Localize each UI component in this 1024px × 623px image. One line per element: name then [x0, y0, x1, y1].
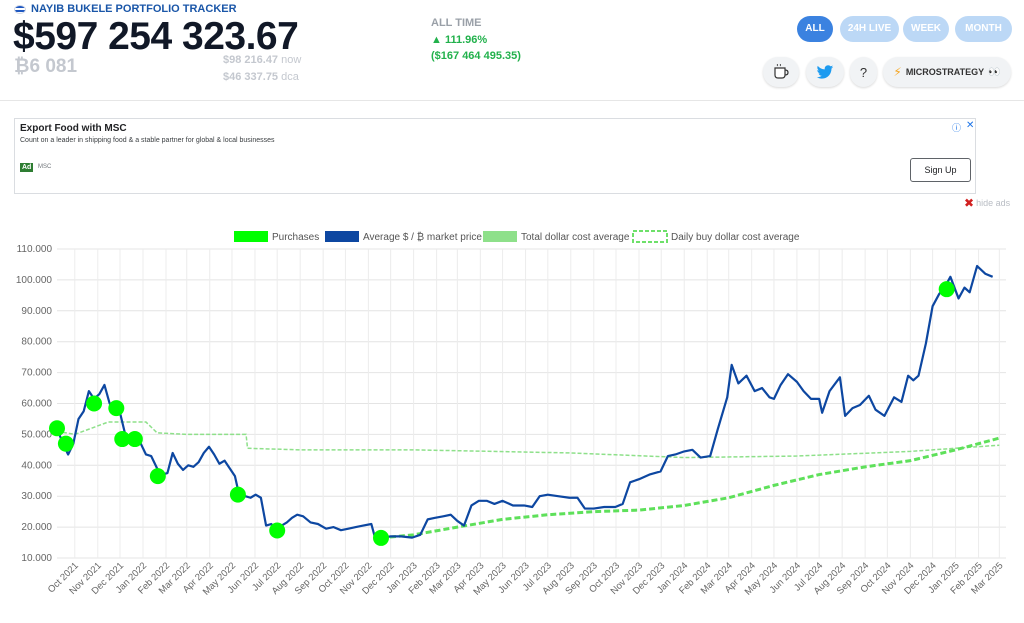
- price-chart: 10.000 20.000 30.000 40.000 50.000 60.000 70.0…: [16, 230, 1006, 598]
- twitter-button[interactable]: [806, 57, 844, 87]
- y-tick-label: 20.000: [21, 522, 52, 533]
- range-all-button[interactable]: ALL: [797, 16, 833, 42]
- ad-badge: Ad: [20, 163, 34, 172]
- purchase-point: [86, 395, 103, 412]
- y-tick-label: 80.000: [21, 337, 52, 348]
- purchase-point: [126, 431, 143, 448]
- ad-description: Count on a leader in shipping food & a s…: [20, 137, 275, 144]
- range-24h-button[interactable]: 24H LIVE: [840, 16, 899, 42]
- legend-label: Daily buy dollar cost average: [671, 232, 800, 243]
- purchase-point: [372, 529, 389, 546]
- legend-swatch: [483, 231, 517, 242]
- y-tick-label: 100.000: [16, 275, 53, 286]
- range-month-button[interactable]: MONTH: [955, 16, 1012, 42]
- purchase-point: [229, 486, 246, 503]
- coffee-cup-icon: [774, 64, 789, 79]
- legend-swatch: [632, 230, 668, 243]
- app-title: NAYIB BUKELE PORTFOLIO TRACKER: [31, 3, 237, 15]
- btc-price-now: $98 216.47 now: [223, 54, 302, 66]
- y-tick-label: 70.000: [21, 368, 52, 379]
- legend-label: Total dollar cost average: [521, 232, 630, 243]
- y-tick-label: 90.000: [21, 306, 52, 317]
- twitter-bird-icon: [816, 64, 834, 79]
- daily-dca-line: [56, 421, 1000, 459]
- market-price-line: [55, 264, 994, 540]
- btc-dca-price: $46 337.75 dca: [223, 71, 299, 83]
- y-tick-label: 110.000: [17, 244, 53, 255]
- legend-swatch: [325, 231, 359, 242]
- ad-info-icon[interactable]: ⓘ: [952, 123, 962, 133]
- y-tick-label: 30.000: [21, 491, 52, 502]
- brand[interactable]: NAYIB BUKELE PORTFOLIO TRACKER: [14, 3, 237, 15]
- purchase-point: [108, 400, 125, 417]
- legend-label: Purchases: [272, 232, 319, 243]
- lightning-icon: ⚡: [893, 65, 902, 79]
- microstrategy-button[interactable]: ⚡ MICROSTRATEGY 👀: [883, 57, 1011, 87]
- ad-signup-button[interactable]: Sign Up: [910, 158, 971, 182]
- y-tick-label: 60.000: [21, 399, 52, 410]
- range-week-button[interactable]: WEEK: [903, 16, 949, 42]
- coffee-button[interactable]: [763, 57, 799, 87]
- y-tick-label: 50.000: [21, 429, 52, 440]
- legend-label: Average $ / ₿ market price: [363, 231, 482, 243]
- purchase-point: [57, 435, 74, 452]
- alltime-label: ALL TIME: [431, 17, 482, 29]
- help-icon: ?: [859, 64, 868, 80]
- purchase-point: [938, 281, 955, 298]
- legend-swatch: [234, 231, 268, 242]
- top-header: NAYIB BUKELE PORTFOLIO TRACKER $597 254 …: [0, 0, 1024, 101]
- total-dca-line: [380, 436, 1000, 540]
- ad-title[interactable]: Export Food with MSC: [20, 123, 127, 134]
- ad-close-icon[interactable]: ✕: [966, 120, 975, 131]
- btc-holdings: ₿6 081: [14, 56, 78, 77]
- purchase-point: [114, 431, 131, 448]
- hide-ads-link[interactable]: ✖ hide ads: [964, 196, 1010, 210]
- hide-ads-label: hide ads: [976, 198, 1011, 208]
- purchase-point: [269, 522, 286, 539]
- help-button[interactable]: ?: [850, 57, 877, 87]
- portfolio-value: $597 254 323.67: [13, 15, 299, 58]
- ad-advertiser: MSC: [38, 164, 52, 170]
- alltime-usd: ($167 464 495.35): [431, 50, 521, 62]
- red-x-icon: ✖: [964, 196, 975, 210]
- purchase-point: [49, 420, 65, 437]
- purchase-point: [149, 468, 166, 485]
- alltime-percent: ▲ 111.96%: [431, 34, 488, 46]
- microstrategy-label: MICROSTRATEGY: [905, 67, 985, 77]
- el-salvador-flag-icon: [14, 4, 26, 14]
- y-tick-label: 40.000: [21, 460, 52, 471]
- y-tick-label: 10.000: [21, 553, 52, 564]
- eyes-icon: 👀: [988, 66, 1001, 78]
- ad-banner[interactable]: Export Food with MSC Count on a leader i…: [14, 118, 976, 194]
